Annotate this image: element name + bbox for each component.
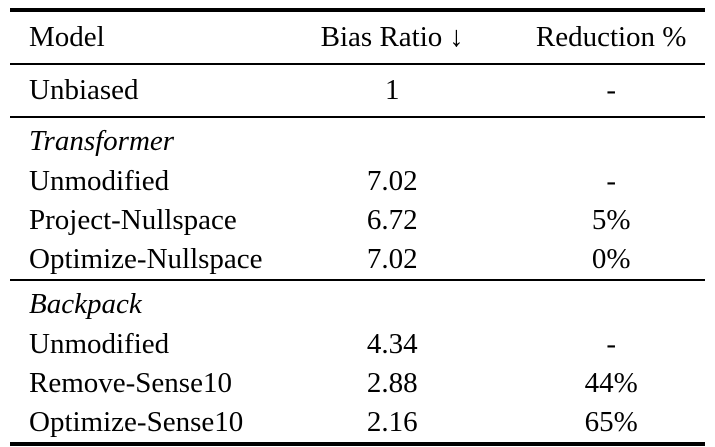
section-unbiased: Unbiased 1 -: [10, 64, 705, 117]
results-table: Model Bias Ratio ↓ Reduction % Unbiased 1…: [10, 8, 705, 446]
reduction-cell: 44%: [584, 366, 638, 399]
model-cell: Unmodified: [29, 164, 170, 197]
reduction-cell: 5%: [591, 203, 631, 236]
reduction-cell: -: [606, 73, 616, 106]
bias-ratio-cell: [267, 280, 517, 325]
bias-ratio-cell: [267, 117, 517, 162]
section-label-row: Transformer: [10, 117, 705, 162]
table-row: Remove-Sense10 2.88 44%: [10, 364, 705, 403]
table-header: Model Bias Ratio ↓ Reduction %: [10, 10, 705, 64]
results-table-container: Model Bias Ratio ↓ Reduction % Unbiased 1…: [10, 8, 705, 446]
reduction-cell: [517, 280, 705, 325]
header-bias-ratio-label: Bias Ratio: [320, 20, 443, 53]
model-cell: Project-Nullspace: [29, 203, 237, 236]
model-cell: Remove-Sense10: [29, 366, 232, 399]
section-label: Backpack: [29, 287, 142, 320]
model-cell: Unmodified: [29, 327, 170, 360]
reduction-cell: -: [606, 164, 616, 197]
table-row: Project-Nullspace 6.72 5%: [10, 201, 705, 240]
reduction-cell: 0%: [591, 242, 631, 275]
table-row: Optimize-Nullspace 7.02 0%: [10, 240, 705, 280]
table-row: Unmodified 7.02 -: [10, 162, 705, 201]
bias-ratio-cell: 6.72: [366, 203, 418, 236]
model-cell: Optimize-Nullspace: [29, 242, 263, 275]
section-transformer: Transformer Unmodified 7.02 - Project-Nu…: [10, 117, 705, 280]
model-cell: Unbiased: [29, 73, 139, 106]
reduction-cell: -: [606, 327, 616, 360]
model-cell: Optimize-Sense10: [29, 405, 244, 438]
section-label: Transformer: [29, 124, 175, 157]
down-arrow-icon: ↓: [449, 20, 464, 53]
header-model: Model: [29, 20, 105, 53]
table-row: Unmodified 4.34 -: [10, 325, 705, 364]
header-row: Model Bias Ratio ↓ Reduction %: [10, 10, 705, 64]
reduction-cell: [517, 117, 705, 162]
table-row: Unbiased 1 -: [10, 64, 705, 117]
bias-ratio-cell: 4.34: [366, 327, 418, 360]
table-row: Optimize-Sense10 2.16 65%: [10, 403, 705, 444]
reduction-cell: 65%: [584, 405, 638, 438]
bias-ratio-cell: 7.02: [366, 164, 418, 197]
bias-ratio-cell: 2.88: [366, 366, 418, 399]
bias-ratio-cell: 2.16: [366, 405, 418, 438]
bias-ratio-cell: 7.02: [366, 242, 418, 275]
section-backpack: Backpack Unmodified 4.34 - Remove-Sense1…: [10, 280, 705, 444]
header-reduction: Reduction %: [535, 20, 687, 53]
header-bias-ratio: Bias Ratio ↓: [267, 10, 517, 64]
bias-ratio-cell: 1: [384, 73, 400, 106]
section-label-row: Backpack: [10, 280, 705, 325]
